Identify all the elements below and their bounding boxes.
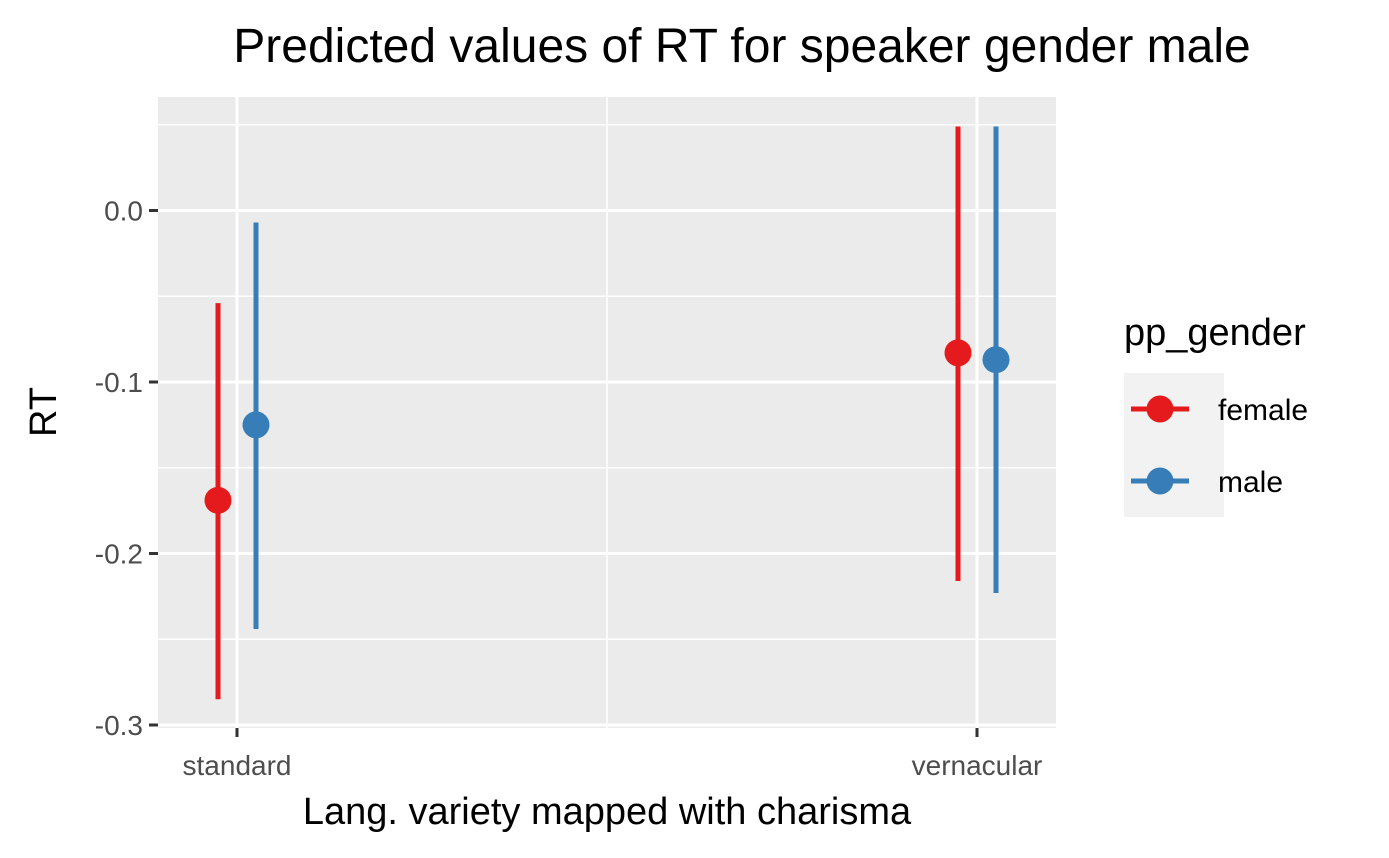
x-tick-label: standard: [183, 750, 292, 781]
grid-minor: [158, 97, 1056, 728]
grid-major: [158, 97, 1056, 728]
y-axis-title: RT: [23, 387, 65, 437]
y-tick-label: -0.2: [95, 539, 143, 570]
chart-title: Predicted values of RT for speaker gende…: [233, 20, 1250, 73]
legend-key-point-female: [1146, 395, 1174, 423]
point-female-vernacular: [944, 339, 972, 367]
x-tick-label: vernacular: [912, 750, 1043, 781]
legend-label-female: female: [1218, 394, 1308, 427]
y-tick-label: -0.3: [95, 710, 143, 741]
point-male-standard: [242, 411, 270, 439]
y-tick-label: -0.1: [95, 367, 143, 398]
point-female-standard: [204, 486, 232, 514]
x-axis-title: Lang. variety mapped with charisma: [303, 791, 912, 833]
legend-label-male: male: [1218, 466, 1283, 499]
axes: 0.0 -0.1 -0.2 -0.3 standard vernacular: [95, 196, 1043, 782]
y-tick-label: 0.0: [104, 196, 143, 227]
legend: pp_gender female male: [1124, 312, 1308, 517]
point-male-vernacular: [982, 346, 1010, 374]
legend-key-background: [1124, 373, 1224, 517]
legend-key-point-male: [1146, 467, 1174, 495]
marks: [204, 126, 1010, 700]
legend-title: pp_gender: [1124, 312, 1306, 354]
